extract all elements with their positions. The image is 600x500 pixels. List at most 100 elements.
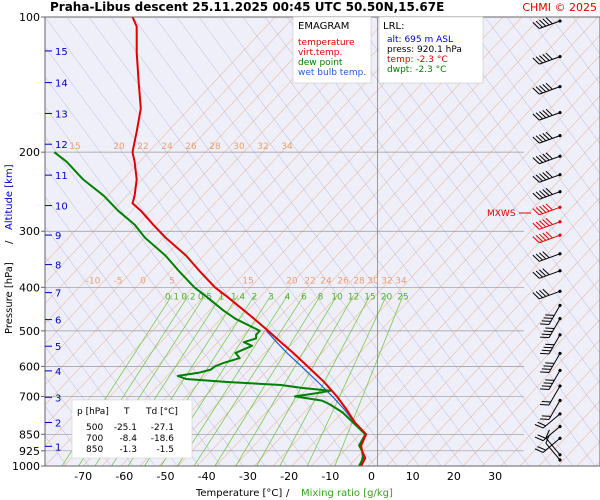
dry-adiabat-line [462,17,600,204]
mixing-ratio-line [334,295,404,466]
wind-barb-feather [540,371,550,373]
mixing-ratio-label: 2 [252,292,258,302]
isotherm-label: 26 [185,142,197,152]
wind-barb-feather [545,231,553,239]
isotherm-line [45,17,466,466]
dry-adiabat-line [352,17,600,354]
dry-adiabat-line [45,17,376,466]
wind-barb-shaft [542,413,561,429]
table-cell: -1.3 [119,445,137,455]
wind-barb-feather [532,157,540,165]
wind-barb-shaft [539,270,561,279]
y-tick-label: 500 [19,325,40,338]
legend-temperature: temperature [298,38,355,48]
dry-adiabat-line [308,17,600,414]
isotherm-line [45,17,333,325]
x-tick-label: 20 [447,470,461,483]
wind-barb-dot [558,54,562,59]
lrl-press: press: 920.1 hPa [387,45,462,55]
dry-adiabat-line [45,285,178,466]
wind-barb-feather [535,207,543,214]
wind-barb-feather [532,136,540,144]
wind-barb-feather [535,20,543,28]
wind-barb-dot [558,233,562,237]
wind-barb-feather [545,327,555,330]
wind-barb-feather [542,288,550,296]
isotherm-label: 34 [281,142,293,152]
mixing-ratio-label: 12 [348,292,359,302]
copyright: CHMI © 2025 [522,1,597,14]
isotherm-line [45,17,276,264]
wind-barb-feather [539,190,547,198]
isotherm-label: 26 [337,276,349,286]
wind-barb [532,218,562,230]
wind-barb-shaft [545,437,561,456]
wind-barb-dot [558,412,562,416]
wind-barb-feather [535,221,543,229]
wind-barb [532,108,562,121]
isotherm-line [329,176,600,466]
isotherm-line [45,17,352,345]
wind-barb [540,351,562,373]
wind-barb-feather [532,22,540,29]
wind-barb-feather [540,404,550,406]
wind-barb-dot [558,220,562,224]
lrl-dwpt: dwpt: -2.3 °C [387,65,446,75]
altitude-tick-label: 12 [55,140,68,151]
wind-barb-feather [541,333,551,336]
wind-barb-dot [558,84,562,89]
wind-barb-shaft [542,426,561,442]
wind-barb-feather [540,336,550,339]
wind-barb-feather [543,365,553,367]
wind-barb-shaft [548,370,561,390]
wind-barb-feather [545,17,553,25]
isotherm-label: 15 [242,276,253,286]
y-tick-label: 600 [19,360,40,373]
wind-barb [534,436,562,453]
isotherm-label: 20 [286,276,298,286]
wind-barb-dot [558,110,562,115]
wind-barb-feather [541,320,551,322]
x-tick-label: -60 [115,470,133,483]
wind-barb [540,384,562,406]
wind-barb-dot [558,252,562,256]
wind-barb-feather [542,219,550,227]
wind-barb-feather [542,153,550,161]
x-tick-label: -20 [280,470,298,483]
wind-barb-feather [535,56,543,64]
wind-barb-feather [545,429,550,439]
wind-barb-shaft [539,206,561,216]
wind-barb-feather [535,191,543,199]
dry-adiabat-line [286,17,600,444]
wind-barb-shaft [548,334,561,355]
isotherm-line [158,17,580,466]
wind-barb-feather [539,134,547,142]
table-cell: 700 [86,434,103,444]
wind-barb-shaft [539,191,561,200]
wind-barb [532,187,562,200]
isotherm-label: 34 [395,276,407,286]
wind-barb [532,152,562,165]
dry-adiabat-line [45,106,310,466]
wind-barb-feather [545,108,553,116]
y-tick-label: 850 [19,428,40,441]
wind-barb-shaft [539,234,561,244]
x-tick-label: 0 [368,470,375,483]
wind-barb-dot [558,173,562,177]
wind-barb-shaft [539,253,561,262]
x-tick-label: -10 [321,470,339,483]
wind-barb-feather [542,110,550,117]
wind-barb-dot [558,453,562,457]
isotherm-label: 5 [169,276,175,286]
wind-barb-feather [542,232,550,240]
isotherm-line [500,359,600,466]
wind-barb [532,52,562,65]
altitude-tick-label: 7 [55,289,61,300]
isotherm-line [139,17,561,466]
wind-barb [540,317,562,339]
wind-barb-feather [537,446,547,451]
plot-area [45,17,600,466]
isotherm-label: 30 [233,142,245,152]
wind-barb-shaft [539,290,561,300]
isotherm-line [45,17,314,304]
